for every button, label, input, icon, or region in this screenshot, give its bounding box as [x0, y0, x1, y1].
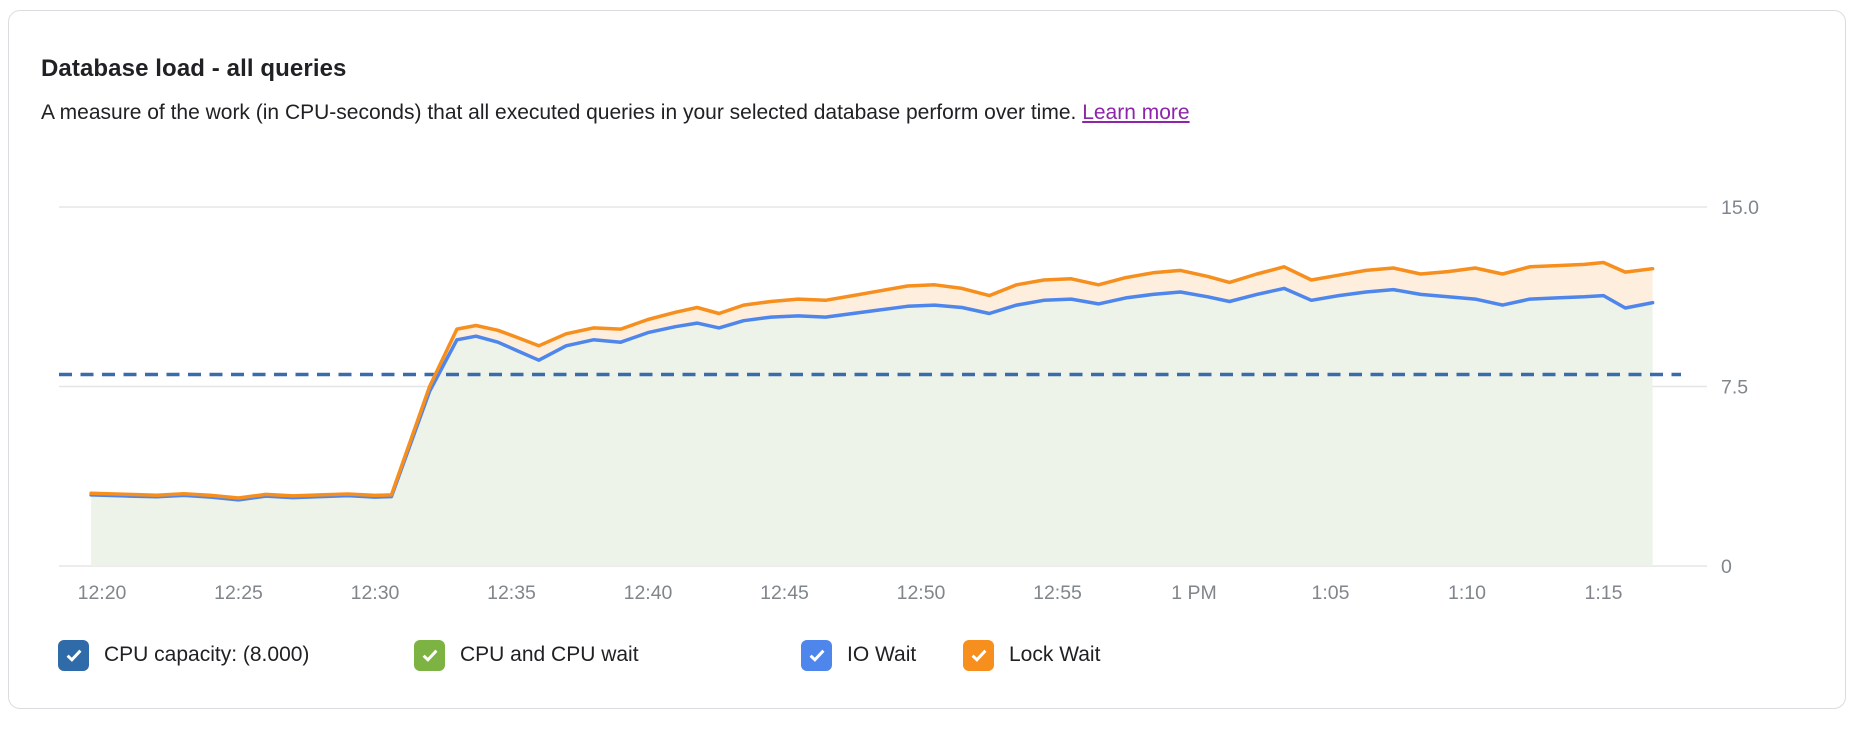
cpu-capacity-checkbox[interactable]: [58, 639, 89, 671]
chart-legend: CPU capacity: (8.000) CPU and CPU wait I…: [9, 639, 1845, 691]
x-tick-label: 1:10: [1448, 582, 1486, 604]
lock-wait-line: [89, 260, 1655, 500]
legend-label: CPU and CPU wait: [460, 643, 639, 666]
x-axis-labels: 12:20 12:25 12:30 12:35 12:40 12:45 12:50 12:55…: [78, 582, 1623, 604]
legend-item-cpu-and-cpu-wait[interactable]: CPU and CPU wait: [414, 639, 639, 671]
x-tick-label: 1:05: [1312, 582, 1350, 604]
x-tick-label: 12:25: [214, 582, 263, 604]
legend-label: CPU capacity: (8.000): [104, 643, 310, 666]
x-tick-label: 1 PM: [1171, 582, 1217, 604]
x-tick-label: 12:45: [760, 582, 809, 604]
y-tick-label: 0: [1721, 556, 1732, 578]
x-tick-label: 1:15: [1585, 582, 1623, 604]
y-axis-labels: 15.0 7.5 0: [1721, 197, 1759, 578]
x-tick-label: 12:55: [1033, 582, 1082, 604]
legend-item-io-wait[interactable]: IO Wait: [801, 639, 916, 671]
page-title: Database load - all queries: [41, 55, 347, 82]
checkmark-icon: [809, 649, 824, 662]
x-tick-label: 12:40: [624, 582, 673, 604]
x-tick-label: 12:50: [897, 582, 946, 604]
legend-label: Lock Wait: [1009, 643, 1101, 666]
database-load-chart[interactable]: 12:20 12:25 12:30 12:35 12:40 12:45 12:50 12:55…: [9, 11, 1856, 731]
y-tick-label: 7.5: [1721, 377, 1748, 399]
x-tick-label: 12:20: [78, 582, 127, 604]
legend-item-cpu-capacity[interactable]: CPU capacity: (8.000): [58, 639, 309, 671]
cpu-area-fill: [91, 288, 1653, 566]
database-load-card: Database load - all queries A measure of…: [8, 10, 1846, 709]
cpu-and-cpu-wait-checkbox[interactable]: [414, 639, 445, 671]
checkmark-icon: [422, 649, 437, 662]
checkmark-icon: [66, 649, 81, 662]
legend-label: IO Wait: [847, 643, 917, 666]
chart-description-text: A measure of the work (in CPU-seconds) t…: [41, 101, 1077, 124]
x-tick-label: 12:30: [351, 582, 400, 604]
learn-more-link[interactable]: Learn more: [1082, 101, 1190, 124]
y-tick-label: 15.0: [1721, 197, 1759, 219]
legend-item-lock-wait[interactable]: Lock Wait: [963, 639, 1100, 671]
x-tick-label: 12:35: [487, 582, 536, 604]
lock-wait-checkbox[interactable]: [963, 639, 994, 671]
checkmark-icon: [971, 649, 986, 662]
io-wait-checkbox[interactable]: [801, 639, 832, 671]
chart-description: A measure of the work (in CPU-seconds) t…: [41, 101, 1190, 125]
